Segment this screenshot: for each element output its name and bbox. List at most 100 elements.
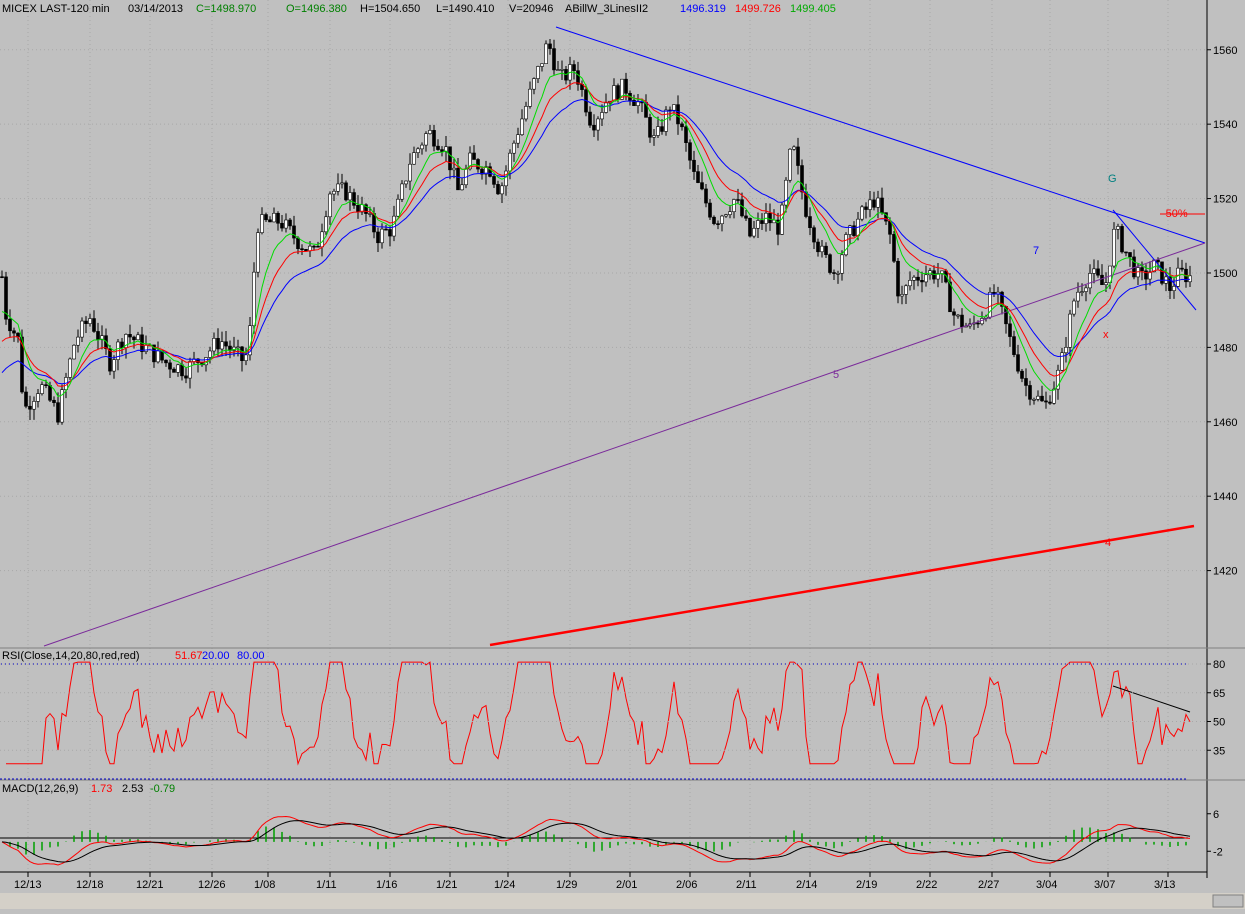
candle-body [132, 336, 136, 341]
candle-body [32, 401, 36, 410]
candle-body [792, 146, 796, 150]
candle-body [920, 280, 924, 283]
candle-body [868, 199, 872, 210]
candle-body [448, 146, 452, 171]
trend-lines [43, 26, 1206, 647]
candle-body [92, 318, 96, 332]
candle-body [56, 402, 60, 423]
candle-body [660, 126, 664, 132]
candle-body [1144, 270, 1148, 280]
candle-body [520, 118, 524, 135]
candle-body [40, 384, 44, 394]
scrollbar-thumb[interactable] [1212, 894, 1244, 908]
candle-body [496, 184, 500, 195]
rsi-lower: 20.00 [202, 650, 230, 662]
candle-body [548, 43, 552, 49]
candle-body [512, 142, 516, 154]
candle-body [44, 384, 48, 386]
macd-value: 1.73 [91, 783, 112, 795]
macd-tick-label: -2 [1213, 846, 1223, 858]
candle-body [256, 232, 260, 273]
candle-body [1028, 385, 1032, 400]
horizontal-scrollbar[interactable] [0, 893, 1245, 909]
candle-body [472, 152, 476, 160]
rsi-tick-label: 65 [1213, 688, 1225, 700]
price-tick-label: 1480 [1213, 342, 1237, 354]
candle-body [1064, 347, 1068, 354]
candle-body [1140, 267, 1144, 272]
annotation-5: 5 [833, 369, 839, 381]
candle-body [592, 124, 596, 131]
candle-body [1160, 261, 1164, 284]
macd-label: MACD(12,26,9) [2, 783, 78, 795]
candle-body [88, 318, 92, 324]
time-tick-label: 1/08 [254, 879, 275, 891]
candle-body [1180, 267, 1184, 270]
candle-body [596, 118, 600, 131]
rsi-tick-label: 35 [1213, 745, 1225, 757]
candle-body [352, 192, 356, 206]
candle-body [960, 314, 964, 328]
header-close: C=1498.970 [196, 3, 256, 15]
candle-body [456, 167, 460, 191]
candle-body [672, 104, 676, 111]
annotation-4: 4 [1105, 537, 1111, 549]
candle-body [820, 245, 824, 253]
candle-body [224, 341, 228, 347]
candle-body [736, 199, 740, 201]
candle-body [880, 197, 884, 213]
macd-tick-label: 6 [1213, 809, 1219, 821]
candle-body [436, 145, 440, 150]
candle-body [776, 219, 780, 235]
header-high: H=1504.650 [360, 3, 420, 15]
price-tick-label: 1440 [1213, 491, 1237, 503]
candle-body [244, 354, 248, 361]
candle-body [1068, 313, 1072, 348]
candle-body [1116, 226, 1120, 230]
time-tick-label: 1/16 [376, 879, 397, 891]
candle-body [328, 193, 332, 218]
candle-body [908, 280, 912, 287]
candle-body [372, 213, 376, 233]
candle-body [180, 364, 184, 377]
candle-body [508, 152, 512, 172]
candle-body [340, 182, 344, 185]
time-tick-label: 12/18 [76, 879, 104, 891]
candle-body [1176, 267, 1180, 287]
candle-body [136, 334, 140, 341]
candle-body [740, 199, 744, 217]
header-date: 03/14/2013 [128, 3, 183, 15]
candle-body [904, 285, 908, 295]
candle-body [492, 176, 496, 185]
time-tick-label: 12/21 [136, 879, 164, 891]
candle-body [560, 69, 564, 71]
rsi-axis: 35 50 65 80 [0, 659, 1225, 757]
candle-body [452, 167, 456, 171]
candle-body [1124, 251, 1128, 254]
candle-body [264, 214, 268, 221]
macd-axis: -2 6 [1207, 809, 1223, 858]
time-tick-label: 3/04 [1036, 879, 1057, 891]
annotation-g: G [1108, 173, 1117, 185]
candle-body [28, 405, 32, 410]
candle-body [876, 197, 880, 208]
trendline-7 [555, 26, 1206, 244]
header-line-red: 1499.726 [735, 3, 781, 15]
candle-body [212, 338, 216, 352]
candle-body [468, 152, 472, 170]
candle-body [236, 346, 240, 349]
candle-body [1104, 282, 1108, 286]
price-tick-label: 1500 [1213, 268, 1237, 280]
candle-body [404, 180, 408, 185]
candle-body [500, 185, 504, 195]
candle-body [60, 389, 64, 423]
time-tick-label: 3/07 [1094, 879, 1115, 891]
candle-body [196, 358, 200, 363]
price-header: MICEX LAST-120 min 03/14/2013 C=1498.970… [2, 3, 836, 15]
candle-body [364, 204, 368, 214]
candle-body [324, 216, 328, 233]
candle-body [336, 183, 340, 192]
candle-body [168, 362, 172, 370]
candle-body [412, 152, 416, 165]
